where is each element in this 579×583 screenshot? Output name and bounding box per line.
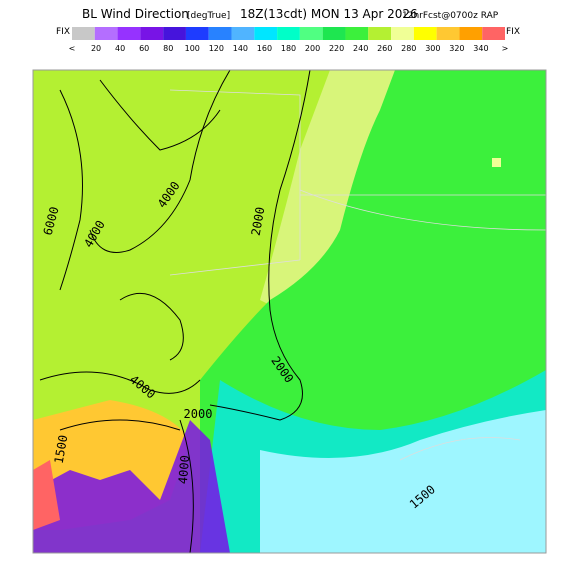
colorbar-label: 240 — [353, 44, 368, 53]
contour-label: 2000 — [249, 206, 268, 237]
colorbar-label: 60 — [139, 44, 149, 53]
colorbar-swatch — [163, 27, 186, 40]
contour-6000 — [59, 89, 83, 291]
colorbar-label: 300 — [425, 44, 440, 53]
colorbar-label: 100 — [185, 44, 200, 53]
region-red — [33, 460, 60, 530]
colorbar-label: 180 — [281, 44, 296, 53]
colorbar-label: 120 — [209, 44, 224, 53]
colorbar-left: FIX — [56, 27, 70, 37]
forecast: 12hrFcst@0700z RAP — [402, 11, 499, 21]
colorbar: <20 40 60 80 100 120 140 160 180 200 220 240 260 280 3… — [69, 27, 509, 53]
region-purple — [33, 420, 230, 553]
colorbar-label: 260 — [377, 44, 392, 53]
contour-misc — [99, 79, 221, 361]
colorbar-label: 40 — [115, 44, 125, 53]
title: BL Wind Direction — [82, 7, 189, 21]
colorbar-swatch — [391, 27, 414, 40]
colorbar-label: 320 — [449, 44, 464, 53]
colorbar-label: 140 — [233, 44, 248, 53]
colorbar-swatch — [482, 27, 505, 40]
contour-4000 — [89, 69, 231, 253]
colorbar-swatch — [208, 27, 232, 40]
region-spot — [492, 158, 501, 167]
colorbar-swatch — [117, 27, 141, 40]
contour-4000b — [39, 371, 201, 394]
colorbar-label: 220 — [329, 44, 344, 53]
colorbar-label: < — [69, 44, 76, 53]
colorbar-label: 200 — [305, 44, 320, 53]
borders — [169, 89, 547, 461]
colorbar-label: 20 — [91, 44, 101, 53]
map-frame — [32, 69, 547, 554]
colorbar-swatch — [185, 27, 209, 40]
colorbar-swatch — [94, 27, 118, 40]
colorbar-swatch — [254, 27, 278, 40]
colorbar-swatch — [459, 27, 483, 40]
colorbar-swatch — [299, 27, 323, 40]
colorbar-swatch — [436, 27, 460, 40]
colorbar-swatch — [368, 27, 392, 40]
contour-label: 1500 — [52, 434, 71, 465]
colorbar-swatch — [72, 27, 95, 40]
colorbar-label: 160 — [257, 44, 272, 53]
contour-lower — [59, 419, 194, 554]
colorbar-swatch — [345, 27, 369, 40]
colorbar-swatch — [322, 27, 346, 40]
colorbar-label: 280 — [401, 44, 416, 53]
colorbar-swatch — [140, 27, 164, 40]
contour-2000 — [209, 69, 311, 421]
colorbar-label: > — [502, 44, 509, 53]
contour-label: 4000 — [176, 455, 192, 485]
colorbar-swatch — [231, 27, 255, 40]
colorbar-label: 80 — [163, 44, 173, 53]
region-pale-cyan — [260, 410, 546, 553]
units: [degTrue] — [187, 11, 230, 21]
valid-time: 18Z(13cdt) MON 13 Apr 2026 — [240, 7, 418, 21]
colorbar-swatch — [277, 27, 300, 40]
contour-label: 2000 — [184, 407, 213, 421]
colorbar-label: 340 — [473, 44, 488, 53]
colorbar-right: FIX — [506, 27, 520, 37]
colorbar-swatch — [413, 27, 437, 40]
